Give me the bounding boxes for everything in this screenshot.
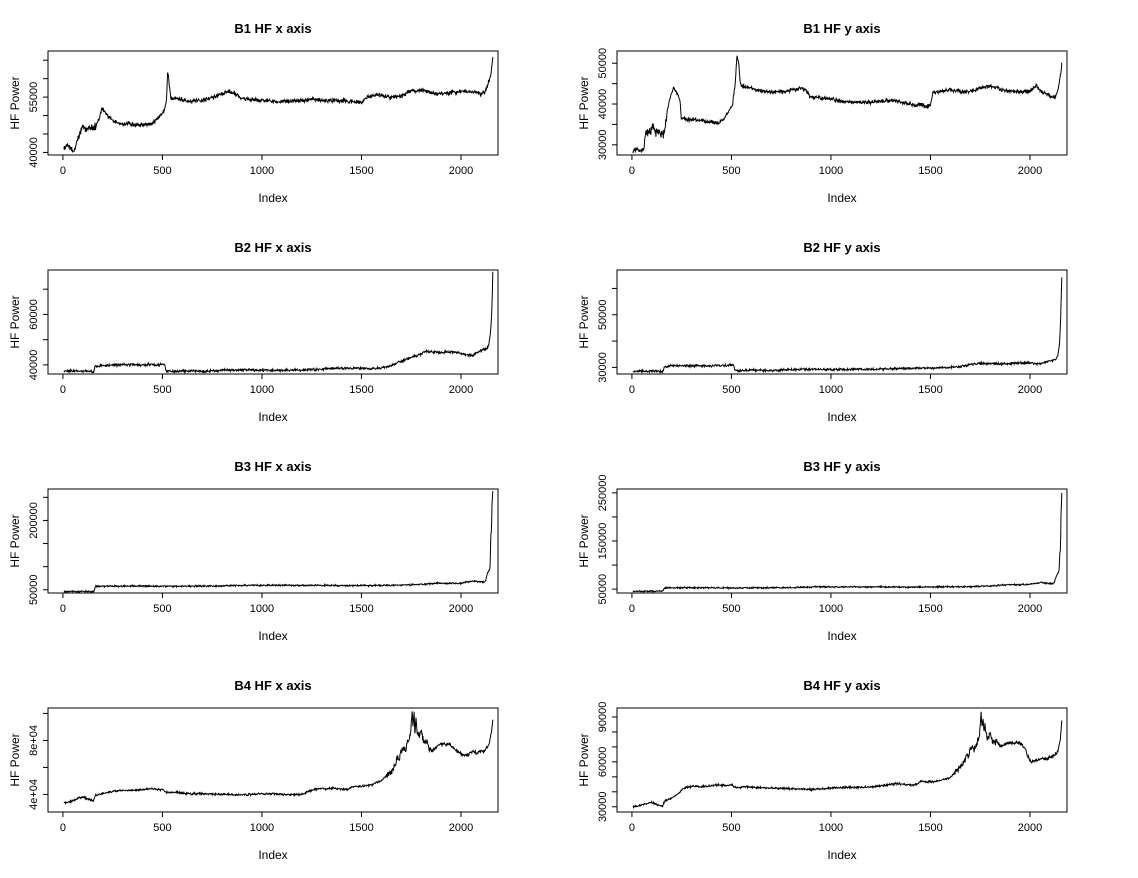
svg-text:1500: 1500 bbox=[349, 165, 373, 177]
x-axis-label: Index bbox=[827, 848, 857, 862]
svg-text:55000: 55000 bbox=[28, 82, 40, 113]
plot-title: B1 HF y axis bbox=[803, 21, 881, 36]
svg-text:150000: 150000 bbox=[597, 523, 609, 560]
svg-text:50000: 50000 bbox=[597, 48, 609, 79]
plot-canvas: 0 500 1000 1500 2000 4e+04 8e+04 bbox=[28, 707, 499, 834]
svg-text:1000: 1000 bbox=[819, 384, 843, 396]
svg-text:500: 500 bbox=[722, 822, 740, 834]
svg-text:0: 0 bbox=[629, 822, 635, 834]
svg-text:2000: 2000 bbox=[449, 603, 473, 615]
svg-text:500: 500 bbox=[722, 165, 740, 177]
panel-b1-hf-y-axis: B1 HF y axis HF Power 0 500 1000 1500 2000 30… bbox=[569, 0, 1138, 219]
svg-text:40000: 40000 bbox=[597, 89, 609, 120]
panel-b3-hf-x-axis: B3 HF x axis HF Power 0 500 1000 1500 2000 50… bbox=[0, 438, 569, 657]
svg-text:60000: 60000 bbox=[597, 747, 609, 778]
svg-text:500: 500 bbox=[153, 822, 171, 834]
svg-text:500: 500 bbox=[153, 603, 171, 615]
svg-text:1000: 1000 bbox=[819, 603, 843, 615]
svg-text:50000: 50000 bbox=[28, 574, 40, 605]
svg-text:250000: 250000 bbox=[597, 474, 609, 511]
plot-title: B2 HF y axis bbox=[803, 240, 881, 255]
plot-canvas: 0 500 1000 1500 2000 50000 200000 bbox=[28, 488, 499, 615]
panel-b3-hf-y-axis: B3 HF y axis HF Power 0 500 1000 1500 2000 50… bbox=[569, 438, 1138, 657]
x-axis-label: Index bbox=[258, 191, 288, 205]
svg-text:500: 500 bbox=[722, 384, 740, 396]
svg-text:2000: 2000 bbox=[449, 822, 473, 834]
plot-canvas: 0 500 1000 1500 2000 30000 60000 90000 bbox=[597, 702, 1068, 834]
svg-text:2000: 2000 bbox=[1018, 165, 1042, 177]
plot-title: B4 HF x axis bbox=[234, 678, 312, 693]
panel-b1-hf-x-axis: B1 HF x axis HF Power 0 500 1000 1500 2000 40… bbox=[0, 0, 569, 219]
svg-text:50000: 50000 bbox=[597, 574, 609, 605]
plot-title: B3 HF y axis bbox=[803, 459, 881, 474]
svg-text:30000: 30000 bbox=[597, 130, 609, 161]
svg-text:60000: 60000 bbox=[28, 299, 40, 330]
svg-text:0: 0 bbox=[60, 822, 66, 834]
panel-b4-hf-x-axis: B4 HF x axis HF Power 0 500 1000 1500 2000 4e… bbox=[0, 657, 569, 878]
svg-text:1000: 1000 bbox=[250, 384, 274, 396]
plot-title: B3 HF x axis bbox=[234, 459, 312, 474]
svg-text:0: 0 bbox=[60, 603, 66, 615]
plot-canvas: 0 500 1000 1500 2000 40000 60000 bbox=[28, 269, 499, 396]
x-axis-label: Index bbox=[827, 191, 857, 205]
x-axis-label: Index bbox=[827, 629, 857, 643]
x-axis-label: Index bbox=[827, 410, 857, 424]
plot-title: B1 HF x axis bbox=[234, 21, 312, 36]
svg-text:30000: 30000 bbox=[597, 791, 609, 822]
svg-text:0: 0 bbox=[60, 384, 66, 396]
x-axis-label: Index bbox=[258, 848, 288, 862]
svg-text:2000: 2000 bbox=[1018, 822, 1042, 834]
svg-text:2000: 2000 bbox=[1018, 603, 1042, 615]
panel-b2-hf-y-axis: B2 HF y axis HF Power 0 500 1000 1500 2000 30… bbox=[569, 219, 1138, 438]
svg-text:2000: 2000 bbox=[1018, 384, 1042, 396]
svg-text:0: 0 bbox=[629, 384, 635, 396]
svg-text:500: 500 bbox=[153, 165, 171, 177]
svg-text:50000: 50000 bbox=[597, 299, 609, 330]
x-axis-label: Index bbox=[258, 629, 288, 643]
panel-b4-hf-y-axis: B4 HF y axis HF Power 0 500 1000 1500 2000 30… bbox=[569, 657, 1138, 878]
svg-text:1000: 1000 bbox=[250, 822, 274, 834]
svg-text:2000: 2000 bbox=[449, 165, 473, 177]
svg-text:200000: 200000 bbox=[28, 502, 40, 539]
svg-text:90000: 90000 bbox=[597, 702, 609, 733]
svg-text:40000: 40000 bbox=[28, 137, 40, 168]
svg-text:2000: 2000 bbox=[449, 384, 473, 396]
svg-text:1500: 1500 bbox=[918, 822, 942, 834]
plot-title: B2 HF x axis bbox=[234, 240, 312, 255]
svg-text:0: 0 bbox=[629, 165, 635, 177]
svg-text:500: 500 bbox=[722, 603, 740, 615]
svg-text:30000: 30000 bbox=[597, 352, 609, 383]
plot-canvas: 0 500 1000 1500 2000 50000 150000 250000 bbox=[597, 474, 1068, 615]
panel-b2-hf-x-axis: B2 HF x axis HF Power 0 500 1000 1500 2000 40… bbox=[0, 219, 569, 438]
svg-text:1500: 1500 bbox=[918, 165, 942, 177]
svg-text:1000: 1000 bbox=[819, 165, 843, 177]
plot-title: B4 HF y axis bbox=[803, 678, 881, 693]
plot-canvas: 0 500 1000 1500 2000 30000 40000 50000 bbox=[597, 48, 1068, 177]
svg-text:0: 0 bbox=[60, 165, 66, 177]
x-axis-label: Index bbox=[258, 410, 288, 424]
plot-canvas: 0 500 1000 1500 2000 40000 55000 bbox=[28, 50, 499, 177]
svg-text:1000: 1000 bbox=[819, 822, 843, 834]
svg-text:1000: 1000 bbox=[250, 165, 274, 177]
svg-text:8e+04: 8e+04 bbox=[28, 725, 40, 756]
svg-text:1000: 1000 bbox=[250, 603, 274, 615]
plot-canvas: 0 500 1000 1500 2000 30000 50000 bbox=[597, 269, 1068, 396]
svg-text:1500: 1500 bbox=[349, 384, 373, 396]
svg-text:0: 0 bbox=[629, 603, 635, 615]
svg-text:1500: 1500 bbox=[349, 603, 373, 615]
svg-text:500: 500 bbox=[153, 384, 171, 396]
svg-text:1500: 1500 bbox=[918, 384, 942, 396]
svg-text:4e+04: 4e+04 bbox=[28, 779, 40, 810]
svg-text:40000: 40000 bbox=[28, 350, 40, 381]
svg-text:1500: 1500 bbox=[349, 822, 373, 834]
svg-text:1500: 1500 bbox=[918, 603, 942, 615]
